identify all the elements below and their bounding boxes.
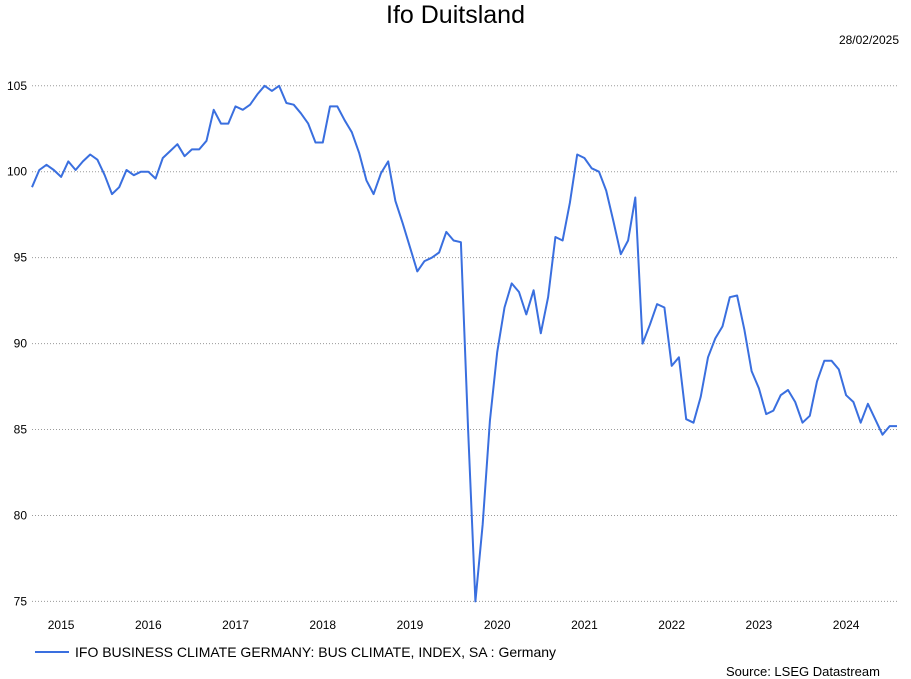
y-tick-label: 100 [7, 165, 27, 179]
x-tick-label: 2020 [484, 618, 511, 632]
chart-date: 28/02/2025 [838, 33, 899, 47]
y-tick-label: 105 [7, 79, 27, 93]
y-tick-label: 80 [14, 508, 28, 522]
x-tick-label: 2021 [571, 618, 598, 632]
legend-label: IFO BUSINESS CLIMATE GERMANY: BUS CLIMAT… [75, 644, 557, 660]
legend: IFO BUSINESS CLIMATE GERMANY: BUS CLIMAT… [35, 644, 556, 660]
x-tick-label: 2019 [397, 618, 424, 632]
y-tick-label: 85 [14, 423, 28, 437]
line-chart: 75 80 85 90 95 100 105 2015 2016 2017 2018 2019 202… [7, 79, 897, 632]
y-axis-tick-labels: 75 80 85 90 95 100 105 [7, 79, 27, 609]
y-tick-label: 75 [14, 594, 28, 608]
chart-title: Ifo Duitsland [386, 1, 525, 29]
series-layer [31, 84, 897, 603]
x-tick-label: 2018 [309, 618, 336, 632]
x-axis-tick-labels: 2015 2016 2017 2018 2019 2020 2021 2022 2023 2024 [48, 618, 860, 632]
grid-lines [32, 85, 897, 602]
x-tick-label: 2024 [833, 618, 860, 632]
y-tick-label: 95 [14, 251, 28, 265]
x-tick-label: 2015 [48, 618, 75, 632]
y-tick-label: 90 [14, 337, 28, 351]
x-tick-label: 2023 [746, 618, 773, 632]
legend-swatch [35, 651, 69, 653]
x-tick-label: 2017 [222, 618, 249, 632]
x-tick-label: 2022 [658, 618, 685, 632]
series-line [31, 84, 897, 603]
x-tick-label: 2016 [135, 618, 162, 632]
